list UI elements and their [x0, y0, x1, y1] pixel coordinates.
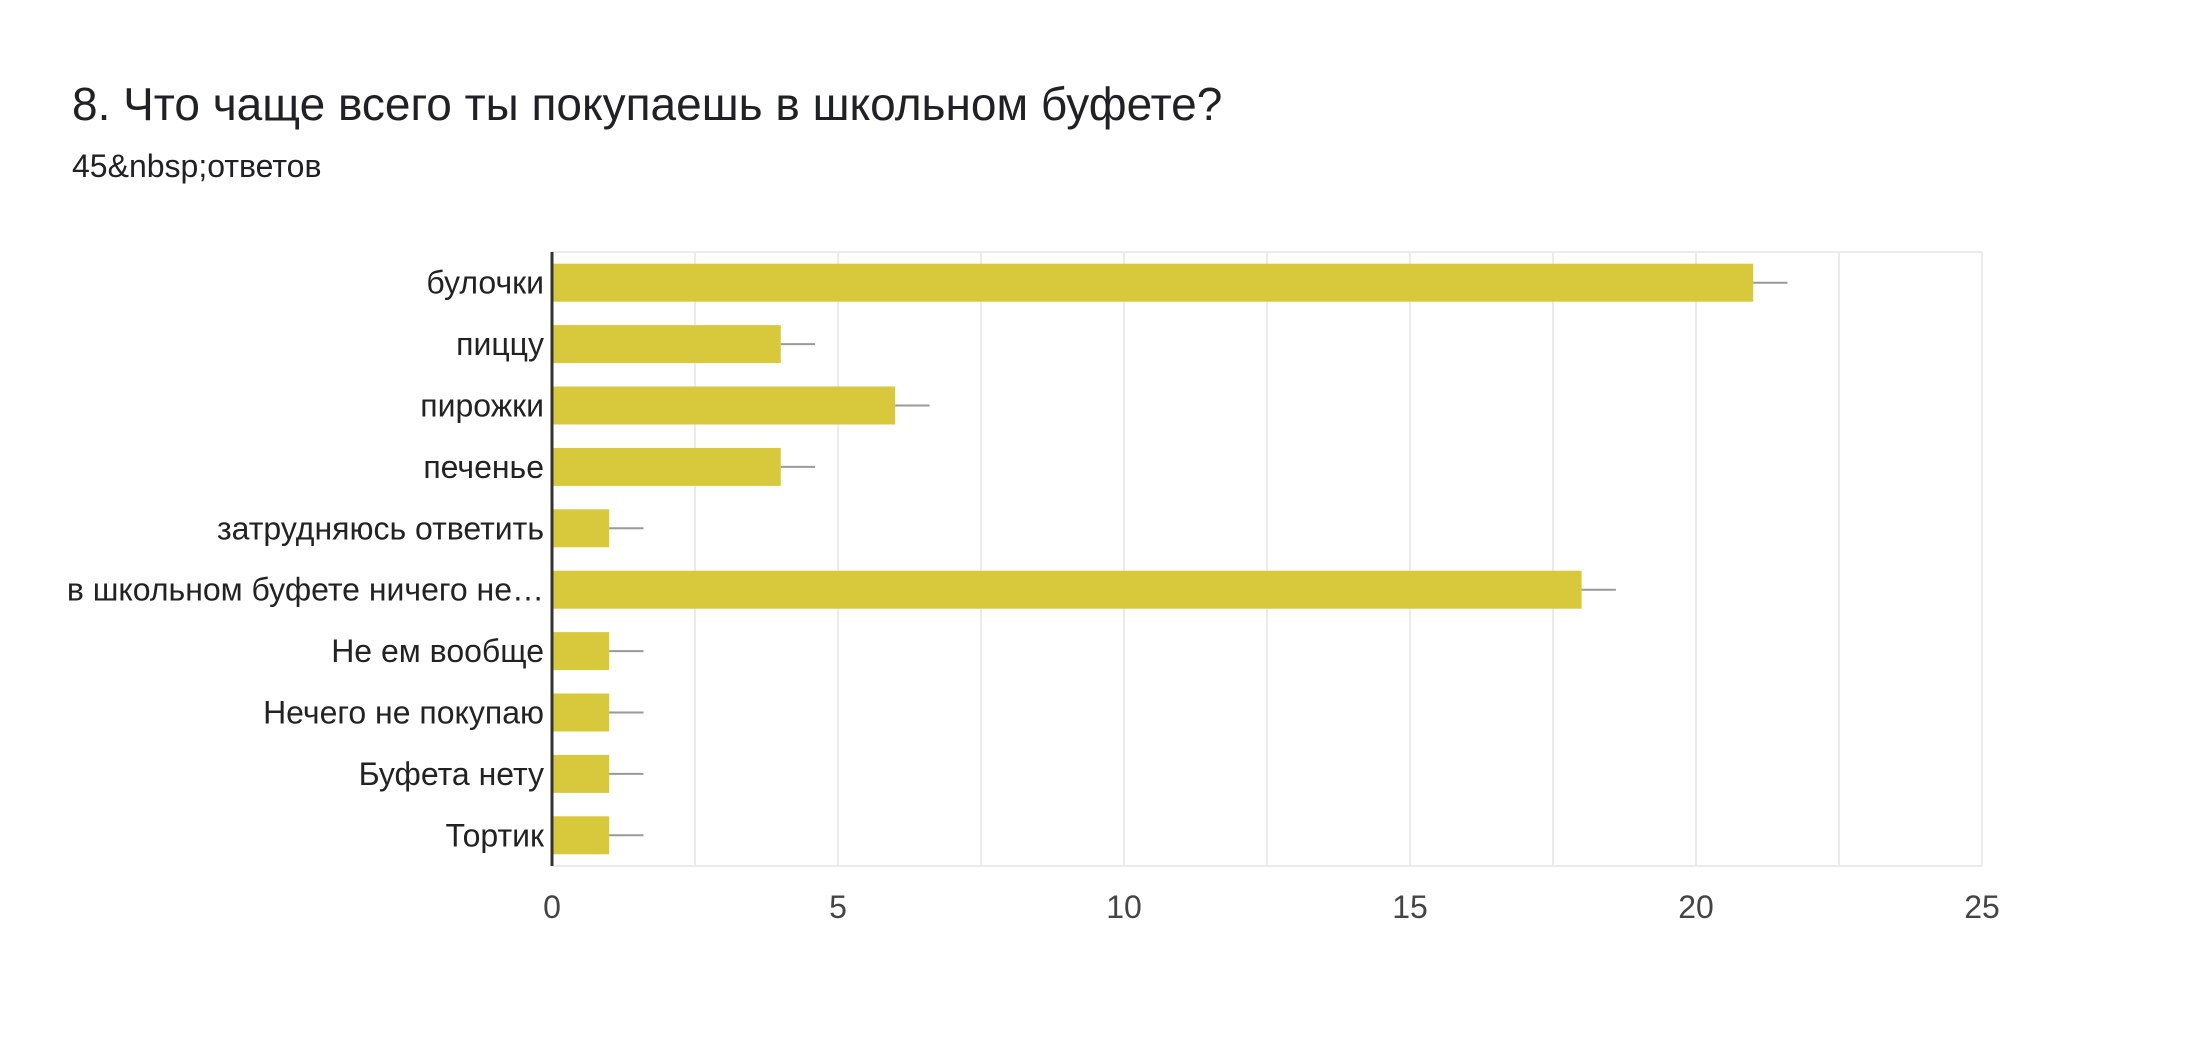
x-tick-label-5: 5 [829, 889, 847, 925]
category-label-8: Нечего не покупаю [263, 695, 544, 731]
category-label-4: печенье [423, 449, 544, 485]
bar-9 [552, 754, 610, 793]
x-tick-label-10: 10 [1106, 889, 1142, 925]
category-label-2: пиццу [456, 326, 544, 362]
bar-8 [552, 693, 610, 732]
category-label-6: в школьном буфете ничего не… [67, 572, 544, 608]
bar-7 [552, 632, 610, 671]
category-label-5: затрудняюсь ответить [217, 510, 544, 546]
bar-10 [552, 816, 610, 855]
x-tick-label-15: 15 [1392, 889, 1428, 925]
grid-lines [552, 251, 1983, 867]
bar-4 [552, 447, 781, 486]
response-count: 45&nbsp;ответов [72, 148, 322, 184]
chart-title: 8. Что чаще всего ты покупаешь в школьно… [72, 78, 1223, 130]
tick-labels: 0 5 10 15 20 25 [543, 889, 2000, 925]
x-tick-label-0: 0 [543, 889, 561, 925]
category-label-9: Буфета нету [359, 756, 544, 792]
bar-5 [552, 509, 610, 548]
category-labels: булочки пиццу пирожки печенье затрудняюсь от… [67, 265, 545, 854]
category-label-1: булочки [426, 265, 544, 301]
bars [552, 263, 1754, 855]
error-bars [609, 281, 1788, 837]
bar-6 [552, 570, 1582, 609]
bar-2 [552, 325, 781, 364]
x-tick-label-25: 25 [1964, 889, 2000, 925]
bar-1 [552, 263, 1754, 302]
category-label-7: Не ем вообще [331, 633, 544, 669]
category-label-10: Тортик [446, 817, 545, 853]
x-tick-label-20: 20 [1678, 889, 1714, 925]
bar-3 [552, 386, 896, 425]
category-label-3: пирожки [420, 388, 544, 424]
